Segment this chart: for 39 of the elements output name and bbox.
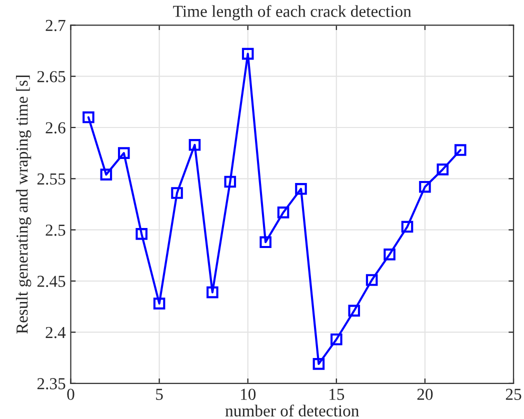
y-tick-label: 2.55 — [37, 173, 66, 185]
y-tick-label: 2.4 — [46, 326, 66, 338]
y-axis-title: Result generating and wraping time [s] — [16, 76, 32, 334]
y-tick-label: 2.45 — [37, 276, 66, 288]
point — [436, 164, 449, 176]
point — [312, 358, 325, 370]
x-tick-label: 25 — [506, 388, 522, 400]
point — [348, 304, 360, 317]
x-tick-label: 10 — [240, 388, 256, 400]
point — [242, 48, 254, 60]
point — [136, 228, 148, 240]
y-tick-label: 2.7 — [46, 20, 66, 32]
point — [366, 274, 378, 286]
x-axis-title: number of detection — [225, 404, 359, 416]
y-tick-label: 2.5 — [46, 224, 66, 236]
point — [118, 147, 130, 159]
point — [330, 333, 342, 346]
point — [295, 183, 307, 195]
point — [260, 236, 272, 248]
y-tick-label: 2.6 — [46, 122, 66, 134]
point — [401, 220, 414, 233]
point — [224, 176, 236, 188]
x-tick-label: 0 — [67, 388, 74, 400]
point — [419, 180, 431, 193]
point — [384, 248, 396, 260]
y-tick-label: 2.35 — [37, 378, 66, 390]
point — [188, 138, 201, 151]
x-tick-label: 5 — [156, 388, 163, 400]
x-tick-label: 15 — [330, 388, 344, 400]
y-tick-label: 2.65 — [37, 71, 66, 82]
point — [153, 298, 166, 310]
point — [454, 144, 466, 156]
x-tick-label: 20 — [417, 388, 433, 400]
point — [82, 111, 94, 124]
chart-title: Time length of each crack detection — [173, 5, 412, 20]
point — [100, 168, 112, 180]
point — [277, 206, 290, 218]
point — [206, 286, 218, 298]
point — [171, 187, 183, 199]
